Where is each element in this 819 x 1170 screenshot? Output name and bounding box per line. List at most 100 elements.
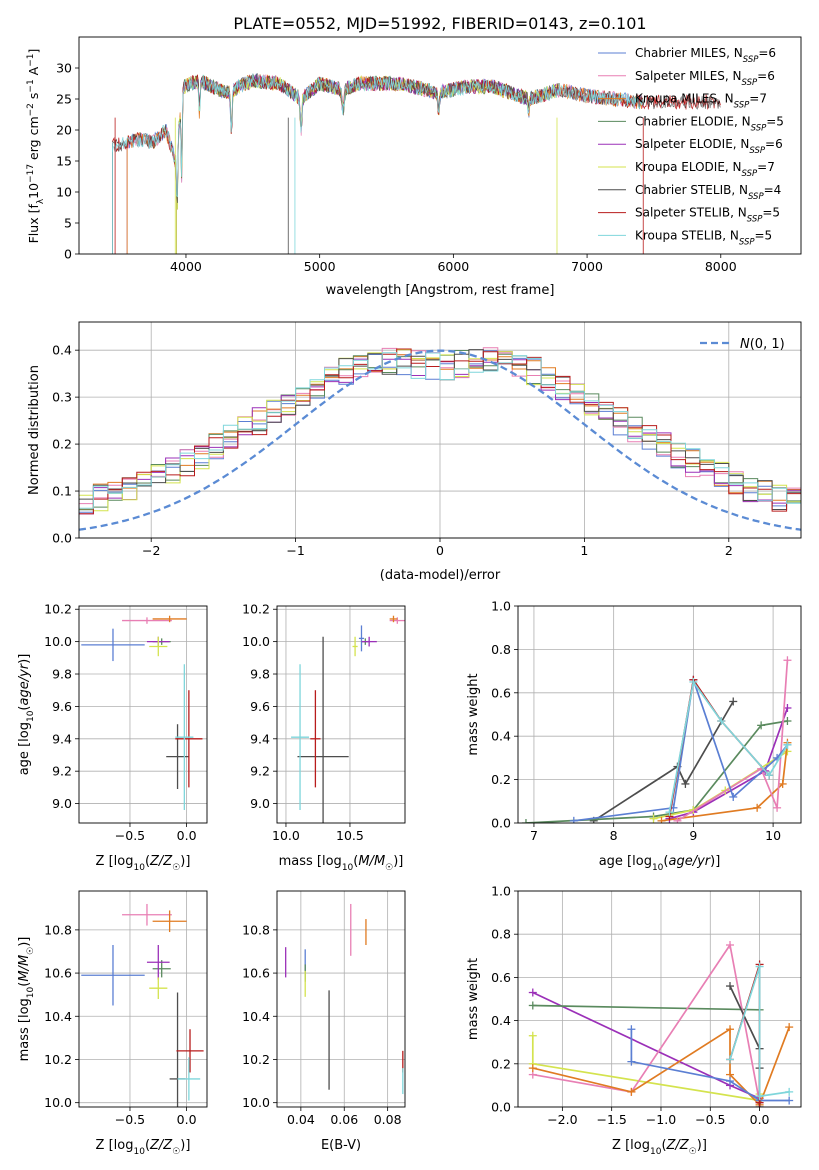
legend-entry: Chabrier ELODIE, NSSP=5 [598,114,784,133]
spectrum-line [112,73,721,196]
x-tick-label: 10.5 [336,828,364,843]
y-tick-label: 10.2 [242,1052,270,1067]
y-tick-label: 10.0 [44,1095,72,1110]
y-axis-label: mass weight [466,958,481,1040]
weight-marker [528,1064,537,1073]
y-tick-label: 9.6 [250,699,270,714]
x-tick-label: 10 [765,828,781,843]
weight-marker [665,808,674,817]
legend: Chabrier MILES, NSSP=6 Salpeter MILES, NS… [598,46,784,247]
weight-marker [783,717,792,726]
legend-label: Kroupa MILES, NSSP=7 [635,92,767,111]
legend-entry: Chabrier MILES, NSSP=6 [598,46,776,65]
error-point [389,615,398,623]
weight-marker [726,1055,735,1064]
x-tick-label: 10.0 [272,828,300,843]
x-tick-label: 7 [530,828,538,843]
x-tick-label: 8000 [705,259,737,274]
y-tick-label: 9.8 [52,667,72,682]
y-tick-label: 0.8 [491,642,511,657]
normal-curve [79,349,801,531]
y-tick-label: 10.2 [44,602,72,617]
y-axis-label: mass [log10(M/M☉)] [17,937,36,1062]
legend-label: Salpeter STELIB, NSSP=5 [635,206,780,225]
error-point [176,1029,204,1073]
x-tick-label: −2.0 [547,1112,577,1127]
legend-entry: Kroupa STELIB, NSSP=5 [598,228,772,247]
y-tick-label: 10.0 [44,634,72,649]
axes-frame: −2.0 −1.5 −1.0 −0.5 0.0 0.0 0.2 0.4 0.6 0.8 1.0 Z [… [466,884,802,1157]
x-axis-label: Z [log10(Z/Z☉)] [612,1138,707,1157]
x-tick-label: 0.08 [374,1112,402,1127]
legend-entry: Salpeter MILES, NSSP=6 [598,69,775,88]
y-tick-label: 0.0 [52,531,72,546]
y-tick-label: 9.6 [52,699,72,714]
weight-marker [729,697,738,706]
error-point [175,690,203,788]
x-tick-label: 0.0 [177,1112,197,1127]
plot-area [285,903,404,1095]
y-tick-label: 15 [56,154,72,169]
weight-marker [726,941,735,949]
axes-border [517,890,802,1108]
legend-label: Salpeter ELODIE, NSSP=6 [635,137,783,156]
weight-line [661,742,789,822]
weight-marker [627,1087,636,1096]
x-axis-label: (data-model)/error [380,568,501,583]
weight-line [573,679,789,822]
y-tick-label: 0.0 [491,1100,511,1115]
x-tick-label: −1.5 [596,1112,626,1127]
weight-marker [726,1025,735,1034]
x-tick-label: −0.5 [115,828,145,843]
spectrum-line [126,74,644,210]
x-axis-label: wavelength [Angstrom, rest frame] [326,283,555,298]
legend-entry: Chabrier STELIB, NSSP=4 [598,183,781,202]
y-tick-label: 0.6 [491,970,511,985]
spectrum-line [112,73,644,198]
panel-residuals: −2 −1 0 1 2 0.0 0.1 0.2 0.3 0.4 N(0, 1) (data-model… [27,321,802,583]
x-tick-label: 0.06 [330,1112,358,1127]
y-tick-label: 25 [56,92,72,107]
plot-area [81,903,204,1107]
gridlines [277,606,405,823]
x-tick-label: 6000 [437,259,469,274]
x-tick-label: 0.04 [287,1112,315,1127]
x-axis-label: age [log10(age/yr)] [599,854,721,873]
weight-marker [729,792,738,801]
y-tick-label: 9.4 [52,731,72,746]
weight-marker [757,721,766,730]
y-tick-label: 10.4 [44,1009,72,1024]
weight-marker [726,982,735,991]
weight-marker [783,740,792,749]
y-tick-label: 10.2 [44,1052,72,1067]
plot-area [521,656,792,823]
y-tick-label: 10.6 [242,966,270,981]
y-axis-label: Flux [fλ10−17 erg cm−2 s−1 A−1] [26,49,46,244]
weight-marker [755,1092,764,1101]
y-tick-label: 0.8 [491,927,511,942]
error-point [297,636,349,823]
axes-frame: 4000 5000 6000 7000 8000 0 5 10 15 20 25 30 Chabrier… [26,36,802,298]
axes-border [517,605,802,824]
error-point [361,636,377,647]
weight-marker [681,779,690,788]
y-tick-label: 0.4 [491,1013,511,1028]
x-tick-label: 1 [580,543,588,558]
error-point [149,636,168,657]
weight-marker [765,771,774,780]
plot-area [79,347,801,538]
gridlines [518,605,801,824]
y-tick-label: 10.8 [242,922,270,937]
weight-line [669,707,789,820]
panel-weights_vs_Z: −2.0 −1.5 −1.0 −0.5 0.0 0.0 0.2 0.4 0.6 0.8 1.0 Z [… [466,884,802,1157]
y-tick-label: 30 [56,61,72,76]
y-tick-label: 9.2 [250,764,270,779]
legend-label: N(0, 1) [740,337,785,352]
weight-line [593,701,734,822]
y-tick-label: 0.2 [491,1056,511,1071]
panel-age_vs_Z: −0.5 0.0 9.0 9.2 9.4 9.6 9.8 10.0 10.2 Z [log10(Z… [17,602,208,873]
plot-area [112,73,721,254]
y-tick-label: 0.4 [52,343,72,358]
error-point [175,664,194,811]
y-tick-label: 9.0 [250,796,270,811]
